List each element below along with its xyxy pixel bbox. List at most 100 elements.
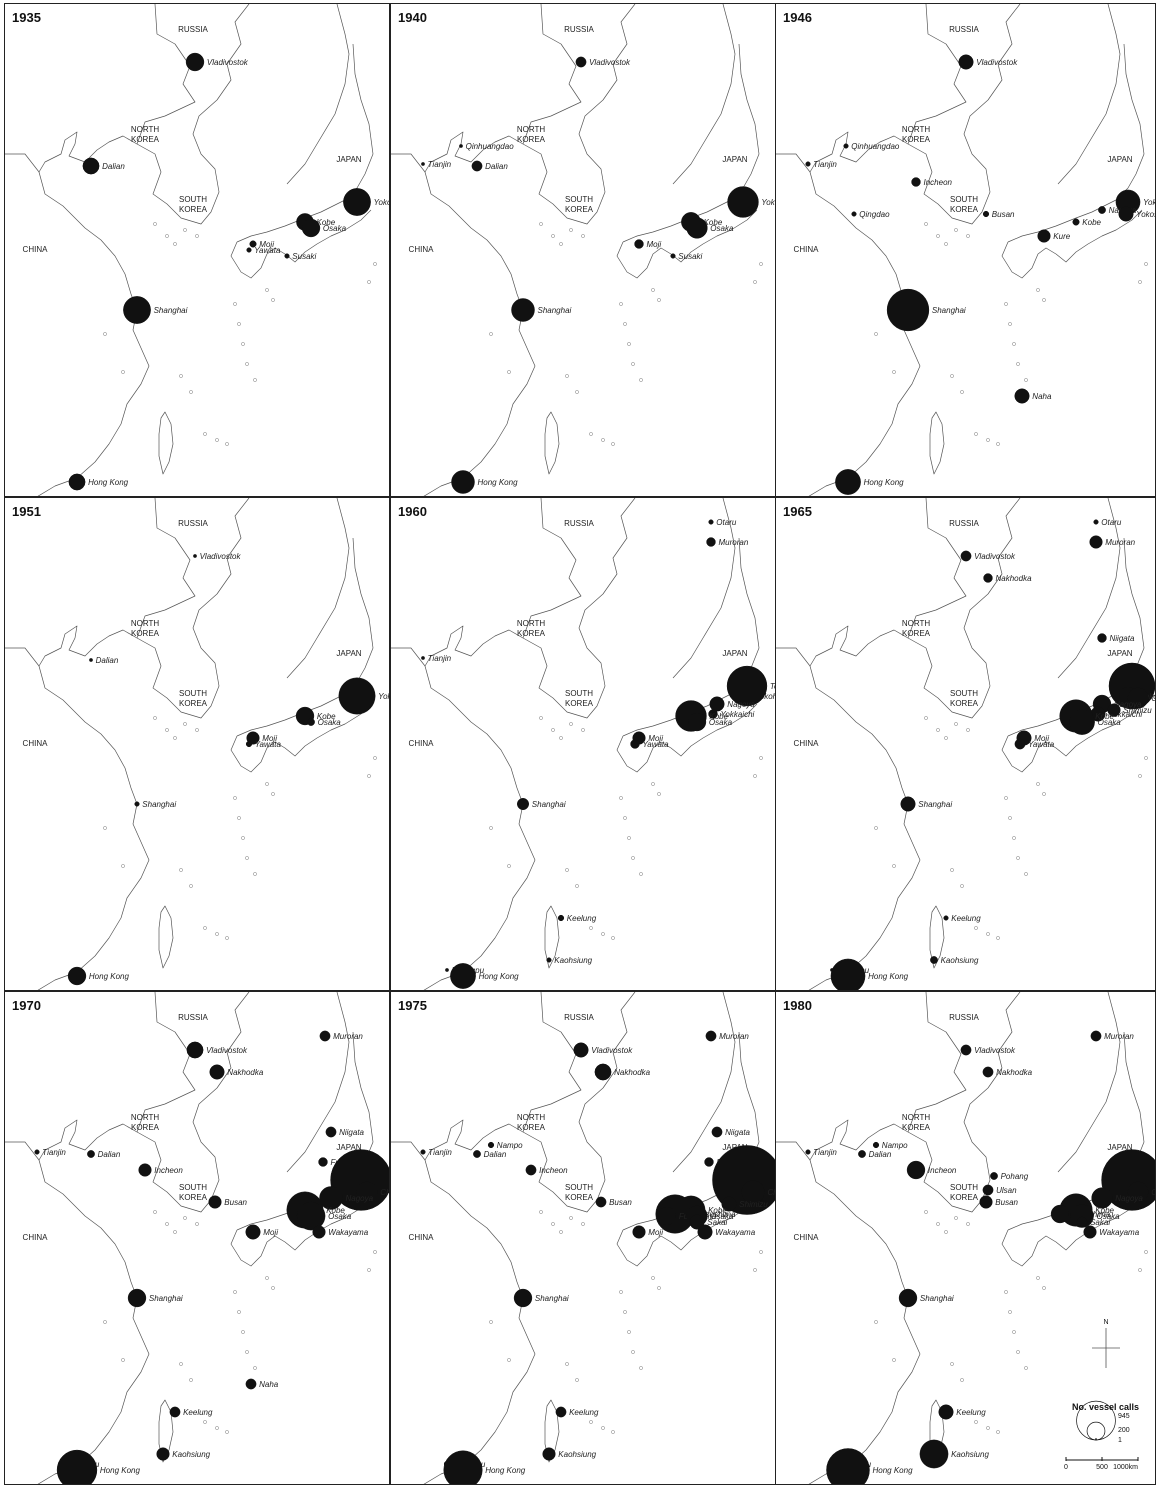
island — [539, 1210, 543, 1214]
country-label: JAPAN — [336, 649, 361, 658]
country-label: JAPAN — [1107, 155, 1132, 164]
port-marker — [632, 1225, 646, 1239]
island — [271, 298, 275, 302]
island — [559, 242, 563, 246]
coastline — [391, 1119, 524, 1161]
island — [203, 926, 207, 930]
island — [974, 1420, 978, 1424]
port-label: Tianjin — [42, 1148, 66, 1157]
island — [373, 1250, 377, 1254]
island — [589, 1420, 593, 1424]
port-label: Shimizu — [1123, 706, 1152, 715]
legend-circle — [1094, 1438, 1098, 1441]
island — [559, 736, 563, 740]
port-marker — [805, 1149, 811, 1155]
port-label: Tokyo — [770, 682, 776, 691]
island — [874, 1320, 878, 1324]
island — [627, 342, 631, 346]
island — [944, 242, 948, 246]
legend-title: No. vessel calls — [1072, 1402, 1139, 1412]
island — [1008, 1310, 1012, 1314]
port-label: Tianjin — [813, 1148, 837, 1157]
port-label: Yawata — [643, 740, 670, 749]
port-marker — [960, 550, 972, 562]
port-label: Kobe — [326, 1206, 345, 1215]
island — [954, 1216, 958, 1220]
island — [753, 280, 757, 284]
port-label: Hong Kong — [100, 1466, 141, 1475]
port-label: Kobe — [709, 712, 728, 721]
island — [507, 1358, 511, 1362]
island — [1004, 796, 1008, 800]
island — [954, 228, 958, 232]
coastline — [672, 4, 736, 185]
island — [1144, 262, 1148, 266]
country-label: JAPAN — [336, 155, 361, 164]
coastline — [230, 703, 372, 773]
port-marker — [89, 658, 93, 662]
country-label: KOREA — [179, 1193, 208, 1202]
port-marker — [123, 296, 151, 324]
port-marker — [1090, 1030, 1102, 1042]
island — [179, 374, 183, 378]
island — [892, 864, 896, 868]
map-panel-1970: RUSSIA NORTH KOREA SOUTH KOREA CHINA JAPAN Vlad… — [4, 991, 390, 1485]
port-label: Tianjin — [428, 160, 452, 169]
port-marker — [208, 1195, 222, 1209]
island — [245, 362, 249, 366]
island — [996, 1430, 1000, 1434]
port-label: Vladivostok — [974, 1046, 1016, 1055]
port-label: Vladivostok — [200, 552, 242, 561]
port-marker — [296, 1201, 326, 1231]
country-label: NORTH — [517, 125, 546, 134]
country-label: RUSSIA — [949, 519, 979, 528]
island — [1042, 298, 1046, 302]
island — [265, 782, 269, 786]
coastline — [391, 131, 524, 173]
country-label: RUSSIA — [564, 519, 594, 528]
country-label: KOREA — [902, 629, 931, 638]
coastline — [286, 4, 350, 185]
scale-label: 500 — [1096, 1464, 1108, 1471]
port-label: Yokosuka — [1136, 210, 1156, 219]
port-marker — [451, 470, 475, 494]
port-label: Keelung — [567, 914, 597, 923]
coastline — [5, 1119, 138, 1161]
port-marker — [726, 665, 768, 707]
island — [245, 1350, 249, 1354]
coastline — [907, 4, 1021, 225]
port-marker — [555, 1406, 567, 1418]
coastline — [230, 209, 372, 279]
port-marker — [711, 1126, 723, 1138]
port-label: Shanghai — [920, 1294, 954, 1303]
coastline — [37, 1159, 150, 1484]
panel-year: 1975 — [398, 998, 427, 1013]
island — [944, 736, 948, 740]
port-label: Nagoya — [1115, 1194, 1143, 1203]
port-label: Nagoya — [727, 700, 755, 709]
island — [237, 816, 241, 820]
island — [367, 280, 371, 284]
port-marker — [87, 1150, 95, 1158]
port-label: Keelung — [569, 1408, 599, 1417]
country-label: KOREA — [179, 699, 208, 708]
island — [996, 442, 1000, 446]
map-canvas: RUSSIANORTHKOREASOUTHKOREACHINAJAPANVlad… — [5, 4, 389, 496]
port-marker — [1091, 1187, 1113, 1209]
port-marker — [319, 1030, 331, 1042]
country-label: KOREA — [565, 1193, 594, 1202]
island — [1008, 322, 1012, 326]
map-panel-1951: RUSSIA NORTH KOREA SOUTH KOREA CHINA JAPAN Vlad… — [4, 497, 390, 991]
port-label: Kobe — [708, 1206, 727, 1215]
port-marker — [186, 1041, 204, 1059]
port-label: Yawata — [1028, 740, 1055, 749]
coastline — [522, 992, 636, 1213]
port-label: Sakai — [1090, 1218, 1110, 1227]
port-marker — [421, 656, 425, 660]
port-marker — [843, 143, 849, 149]
port-marker — [1089, 535, 1103, 549]
port-marker — [1083, 1225, 1097, 1239]
island — [1036, 1276, 1040, 1280]
port-label: Osaka — [1097, 1212, 1121, 1221]
